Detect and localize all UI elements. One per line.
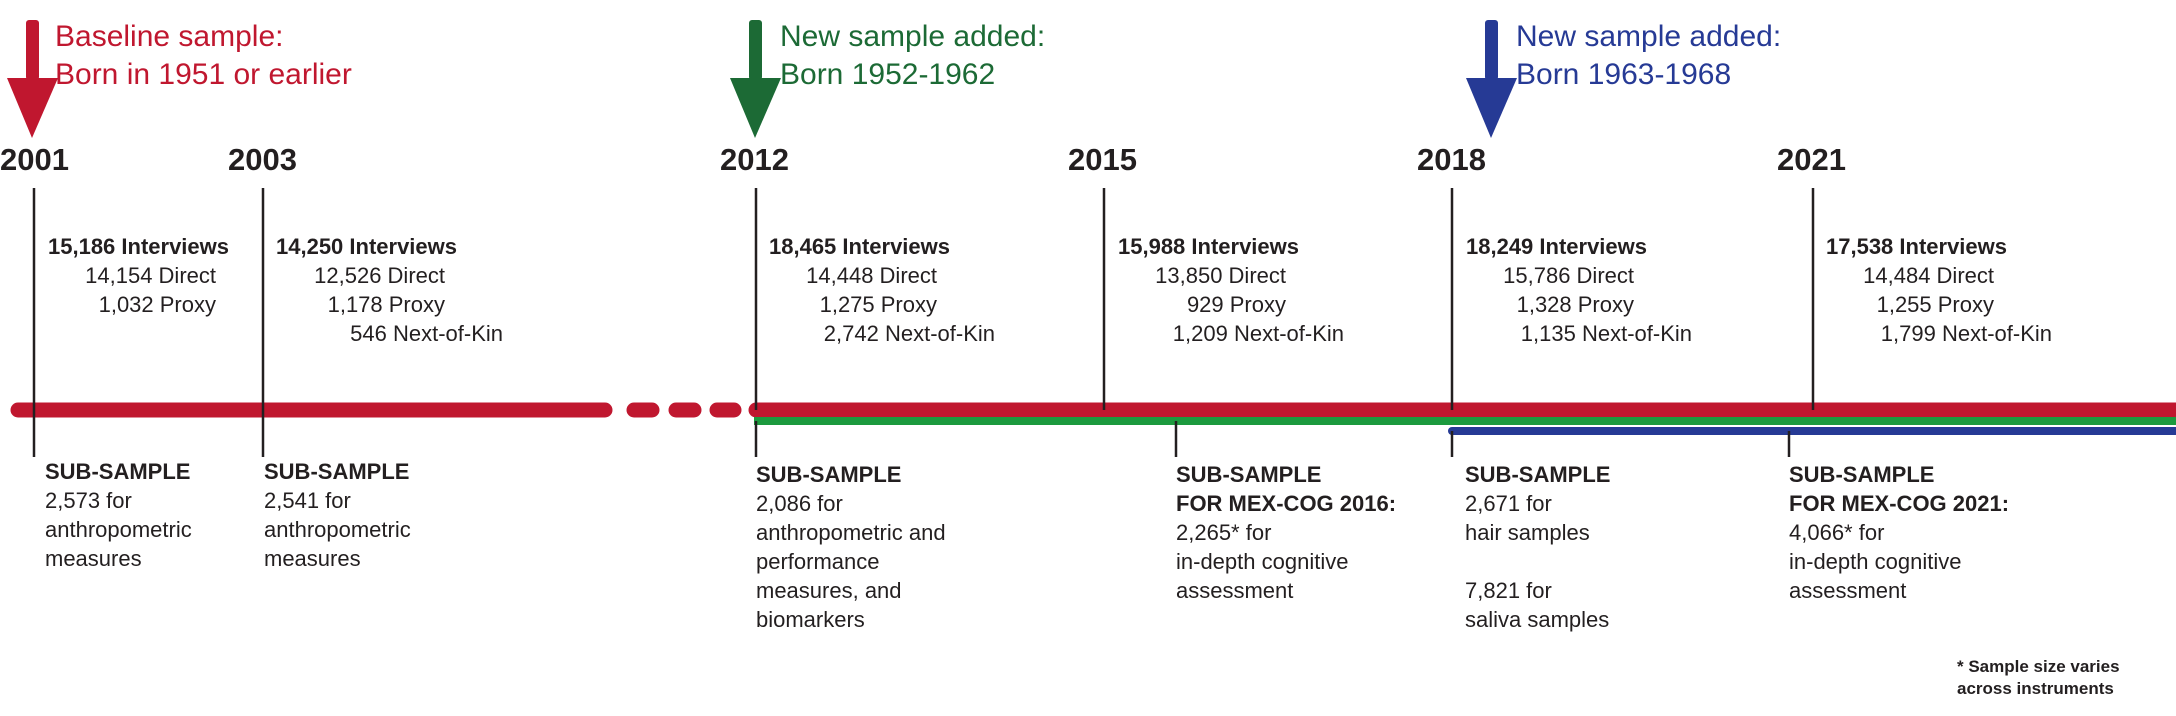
year-label: 2015 bbox=[1068, 142, 1137, 177]
subsample-line: measures, and bbox=[756, 578, 902, 603]
subsample-2003: SUB-SAMPLE 2,541 for anthropometric meas… bbox=[264, 459, 411, 571]
subsample-line: 2,541 for bbox=[264, 488, 351, 513]
footnote-line: across instruments bbox=[1957, 679, 2114, 698]
subsample-2021: SUB-SAMPLE FOR MEX-COG 2021: 4,066* for … bbox=[1789, 462, 2009, 603]
subsample-line: 2,086 for bbox=[756, 491, 843, 516]
interview-line: 2,742 Next-of-Kin bbox=[824, 321, 995, 346]
year-label: 2018 bbox=[1417, 142, 1486, 177]
subsample-heading: FOR MEX-COG 2016: bbox=[1176, 491, 1396, 516]
interview-line: 1,135 Next-of-Kin bbox=[1521, 321, 1692, 346]
subsample-heading: SUB-SAMPLE bbox=[264, 459, 409, 484]
subsample-heading: SUB-SAMPLE bbox=[1176, 462, 1321, 487]
subsample-line: 2,573 for bbox=[45, 488, 132, 513]
subsample-line: 4,066* for bbox=[1789, 520, 1884, 545]
year-label: 2021 bbox=[1777, 142, 1846, 177]
interviews-2003: 14,250 Interviews 12,526 Direct 1,178 Pr… bbox=[276, 234, 503, 346]
subsample-heading: SUB-SAMPLE bbox=[1465, 462, 1610, 487]
subsample-line: measures bbox=[45, 546, 142, 571]
subsample-line: measures bbox=[264, 546, 361, 571]
subsample-line: assessment bbox=[1789, 578, 1906, 603]
interviews-2018: 18,249 Interviews 15,786 Direct 1,328 Pr… bbox=[1466, 234, 1692, 346]
subsample-2015: SUB-SAMPLE FOR MEX-COG 2016: 2,265* for … bbox=[1176, 462, 1396, 603]
interviews-2021: 17,538 Interviews 14,484 Direct 1,255 Pr… bbox=[1826, 234, 2052, 346]
interview-line: 546 Next-of-Kin bbox=[350, 321, 503, 346]
interview-line: 1,178 Proxy bbox=[328, 292, 445, 317]
subsample-2018: SUB-SAMPLE 2,671 for hair samples 7,821 … bbox=[1465, 462, 1610, 632]
subsample-line: in-depth cognitive bbox=[1789, 549, 1961, 574]
interview-line: 12,526 Direct bbox=[314, 263, 445, 288]
subsample-line: anthropometric bbox=[45, 517, 192, 542]
cohort-line1: New sample added: bbox=[780, 20, 1045, 53]
interviews-2012: 18,465 Interviews 14,448 Direct 1,275 Pr… bbox=[769, 234, 995, 346]
year-label: 2003 bbox=[228, 142, 297, 177]
interview-total: 18,249 Interviews bbox=[1466, 234, 1647, 259]
subsample-2012: SUB-SAMPLE 2,086 for anthropometric and … bbox=[756, 462, 946, 632]
subsample-line: performance bbox=[756, 549, 880, 574]
interview-line: 1,255 Proxy bbox=[1877, 292, 1994, 317]
cohort-label-2018: New sample added: Born 1963-1968 bbox=[1516, 20, 1781, 91]
year-label: 2012 bbox=[720, 142, 789, 177]
year-label: 2001 bbox=[0, 142, 69, 177]
interview-total: 14,250 Interviews bbox=[276, 234, 457, 259]
wave-markers bbox=[32, 188, 1815, 410]
subsample-line: biomarkers bbox=[756, 607, 865, 632]
interviews-2001: 15,186 Interviews 14,154 Direct 1,032 Pr… bbox=[48, 234, 229, 317]
cohort-line2: Born 1952-1962 bbox=[780, 58, 995, 91]
subsample-line: 2,265* for bbox=[1176, 520, 1271, 545]
interview-line: 929 Proxy bbox=[1187, 292, 1286, 317]
subsample-line: assessment bbox=[1176, 578, 1293, 603]
interview-line: 15,786 Direct bbox=[1503, 263, 1634, 288]
cohort-line2: Born in 1951 or earlier bbox=[55, 58, 352, 91]
subsample-line: anthropometric and bbox=[756, 520, 946, 545]
interview-total: 15,988 Interviews bbox=[1118, 234, 1299, 259]
interview-line: 13,850 Direct bbox=[1155, 263, 1286, 288]
cohort-arrow-2018 bbox=[1466, 20, 1517, 138]
interview-total: 18,465 Interviews bbox=[769, 234, 950, 259]
interview-line: 14,484 Direct bbox=[1863, 263, 1994, 288]
cohort-label-baseline: Baseline sample: Born in 1951 or earlier bbox=[55, 20, 352, 91]
cohort-arrow-baseline bbox=[7, 20, 58, 138]
subsample-heading: FOR MEX-COG 2021: bbox=[1789, 491, 2009, 516]
subsample-heading: SUB-SAMPLE bbox=[756, 462, 901, 487]
interview-line: 1,275 Proxy bbox=[820, 292, 937, 317]
interview-line: 14,448 Direct bbox=[806, 263, 937, 288]
cohort-line1: New sample added: bbox=[1516, 20, 1781, 53]
interview-line: 1,799 Next-of-Kin bbox=[1881, 321, 2052, 346]
subsample-markers bbox=[32, 410, 1791, 457]
timeline-bars bbox=[10, 402, 2176, 435]
subsample-heading: SUB-SAMPLE bbox=[1789, 462, 1934, 487]
interview-line: 14,154 Direct bbox=[85, 263, 216, 288]
subsample-line: 2,671 for bbox=[1465, 491, 1552, 516]
interview-line: 1,328 Proxy bbox=[1517, 292, 1634, 317]
interviews-2015: 15,988 Interviews 13,850 Direct 929 Prox… bbox=[1118, 234, 1344, 346]
interview-line: 1,209 Next-of-Kin bbox=[1173, 321, 1344, 346]
subsample-line: hair samples bbox=[1465, 520, 1590, 545]
footnote: * Sample size varies across instruments bbox=[1957, 657, 2120, 698]
subsample-heading: SUB-SAMPLE bbox=[45, 459, 190, 484]
interview-line: 1,032 Proxy bbox=[99, 292, 216, 317]
cohort-line2: Born 1963-1968 bbox=[1516, 58, 1731, 91]
subsample-line: 7,821 for bbox=[1465, 578, 1552, 603]
subsample-line: saliva samples bbox=[1465, 607, 1609, 632]
footnote-line: * Sample size varies bbox=[1957, 657, 2120, 676]
interview-total: 17,538 Interviews bbox=[1826, 234, 2007, 259]
cohort-line1: Baseline sample: bbox=[55, 20, 283, 53]
subsample-line: anthropometric bbox=[264, 517, 411, 542]
interview-total: 15,186 Interviews bbox=[48, 234, 229, 259]
subsample-2001: SUB-SAMPLE 2,573 for anthropometric meas… bbox=[45, 459, 192, 571]
subsample-line: in-depth cognitive bbox=[1176, 549, 1348, 574]
cohort-label-2012: New sample added: Born 1952-1962 bbox=[780, 20, 1045, 91]
cohort-arrow-2012 bbox=[730, 20, 781, 138]
